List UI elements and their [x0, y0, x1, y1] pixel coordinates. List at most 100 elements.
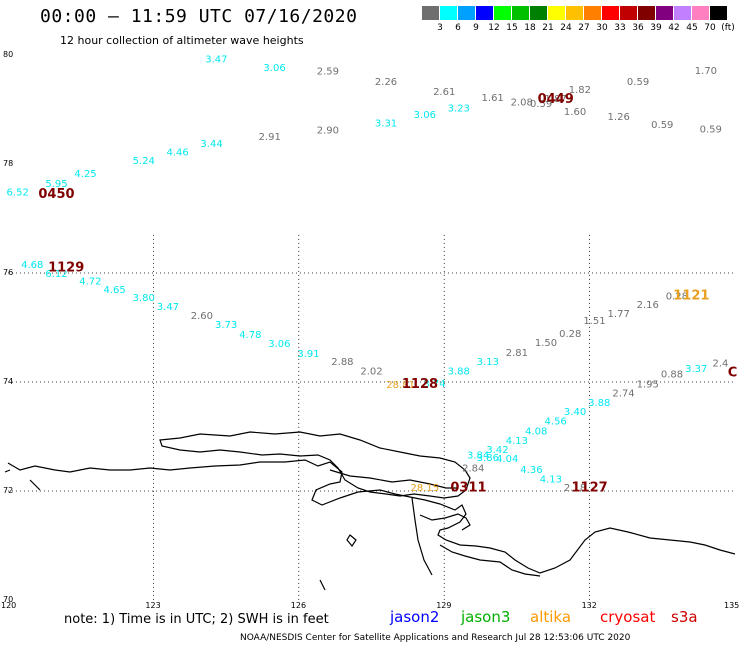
- wave-height-value: 3.88: [448, 366, 470, 377]
- color-swatch-label: 45: [686, 23, 698, 33]
- longitude-label: 135: [724, 601, 740, 610]
- color-swatch: [620, 6, 638, 20]
- wave-height-value: 3.06: [268, 339, 290, 350]
- wave-height-value: 3.37: [685, 364, 707, 375]
- wave-height-value: 1.51: [583, 316, 605, 327]
- wave-height-value: 6.12: [45, 269, 67, 280]
- color-swatch-label: 30: [596, 23, 608, 33]
- wave-height-value: 4.04: [496, 454, 518, 465]
- color-swatch-label: 24: [560, 23, 572, 33]
- wave-height-value: 3.88: [588, 398, 610, 409]
- wave-height-value: 2.90: [317, 125, 339, 136]
- color-swatch-label: 6: [455, 23, 461, 33]
- color-swatch-label: 36: [632, 23, 644, 33]
- wave-height-value: 4.65: [103, 285, 125, 296]
- latitude-label: 70: [3, 595, 14, 604]
- wave-height-value: 0.59: [700, 124, 722, 135]
- wave-height-value: 0.59: [530, 99, 552, 110]
- wave-height-value: 2.02: [360, 366, 382, 377]
- wave-height-points: 3.47 3.06 2.59 2.26 2.61 1.61 1.82 0.59 1.70 2.08…: [7, 55, 729, 494]
- credit-text: NOAA/NESDIS Center for Satellite Applica…: [240, 633, 631, 643]
- wave-height-value: 5.95: [45, 179, 67, 190]
- wave-height-value: 3.06: [263, 63, 285, 74]
- color-swatch-label: 3: [437, 23, 443, 33]
- color-swatch-label: 39: [650, 23, 662, 33]
- wave-height-value: 3.80: [133, 293, 155, 304]
- wave-height-value: 4.36: [520, 465, 542, 476]
- wave-height-value: 4.68: [21, 260, 43, 271]
- wave-height-value: 4.13: [506, 436, 528, 447]
- longitude-label: 132: [581, 601, 597, 610]
- wave-height-value: 0.28: [559, 329, 581, 340]
- legend-altika: altika: [530, 608, 572, 626]
- wave-height-value: 1.61: [482, 93, 504, 104]
- wave-height-value: 3.91: [297, 349, 319, 360]
- note-text: note: 1) Time is in UTC; 2) SWH is in fe…: [64, 612, 329, 627]
- wave-height-value: 0.59: [627, 77, 649, 88]
- legend-s3a: s3a: [671, 608, 698, 626]
- wave-height-value: 4.72: [79, 276, 101, 287]
- coastline-east: [439, 544, 541, 577]
- pass-time-label: 1121: [673, 289, 709, 304]
- color-swatch: [548, 6, 566, 20]
- wave-height-value: 4.25: [74, 169, 96, 180]
- coastline-bay: [419, 513, 471, 531]
- wave-height-value: 2.74: [612, 389, 634, 400]
- wave-height-value: 3.40: [564, 407, 586, 418]
- wave-height-value: 3.31: [375, 118, 397, 129]
- wave-height-value: 2.88: [331, 357, 353, 368]
- wave-height-value: 2.16: [637, 300, 659, 311]
- wave-height-value: 0.28: [666, 292, 688, 303]
- latitude-label: 76: [3, 268, 14, 277]
- wave-height-value: 4.08: [525, 426, 547, 437]
- wave-height-value: 2.61: [433, 87, 455, 98]
- color-swatch: [440, 6, 458, 20]
- wave-height-value: 1.50: [535, 338, 557, 349]
- color-swatch: [638, 6, 656, 20]
- wave-height-value: 1.77: [608, 309, 630, 320]
- color-swatch-label: 9: [473, 23, 479, 33]
- wave-height-value: 3.47: [157, 302, 179, 313]
- wave-height-value: 3.44: [200, 139, 222, 150]
- wave-height-value: 3.74: [423, 379, 445, 390]
- wave-height-value: 6.52: [7, 188, 29, 199]
- wave-height-value: 1.87: [545, 94, 567, 105]
- color-swatch-label: (ft): [721, 23, 735, 33]
- color-swatch: [656, 6, 674, 20]
- color-swatch: [584, 6, 602, 20]
- wave-height-value: 2.08: [511, 98, 533, 109]
- legend-jason2: jason2: [390, 608, 440, 626]
- color-swatch: [566, 6, 584, 20]
- color-swatch: [476, 6, 494, 20]
- wave-height-value: 4.56: [545, 417, 567, 428]
- color-swatch-label: 18: [524, 23, 536, 33]
- wave-height-value: 2.60: [191, 311, 213, 322]
- pass-time-labels: 0449 0450 1129 1121 1128 0311 1127 C: [38, 92, 737, 496]
- color-swatch-label: 12: [488, 23, 500, 33]
- wave-height-value: 2.91: [259, 132, 281, 143]
- color-swatch: [458, 6, 476, 20]
- wave-height-value: 0.59: [651, 120, 673, 131]
- wave-height-value: 2.4: [713, 359, 729, 370]
- pass-time-label: C: [728, 366, 738, 381]
- longitude-label: 120: [1, 601, 17, 610]
- longitude-label: 123: [145, 601, 161, 610]
- longitude-label: 126: [290, 601, 307, 610]
- color-swatch-label: 27: [578, 23, 590, 33]
- wave-height-value: 2.26: [375, 77, 397, 88]
- color-swatch: [674, 6, 692, 20]
- latitude-label: 78: [3, 159, 14, 168]
- wave-height-value: 3.23: [448, 104, 470, 115]
- wave-height-value: 2.84: [462, 463, 484, 474]
- wave-height-value: 3.42: [486, 445, 508, 456]
- wave-height-value: 3.47: [205, 55, 227, 66]
- wave-height-value: 5.24: [133, 156, 155, 167]
- color-swatch-label: 21: [542, 23, 554, 33]
- wave-height-value: 3.13: [477, 357, 499, 368]
- wave-height-value: 28.15: [410, 483, 439, 494]
- coastline-delta-inner: [329, 469, 458, 489]
- color-swatch: [692, 6, 710, 20]
- color-swatch: [602, 6, 620, 20]
- coastline-mainland: [7, 459, 736, 574]
- latitude-label: 72: [3, 486, 14, 495]
